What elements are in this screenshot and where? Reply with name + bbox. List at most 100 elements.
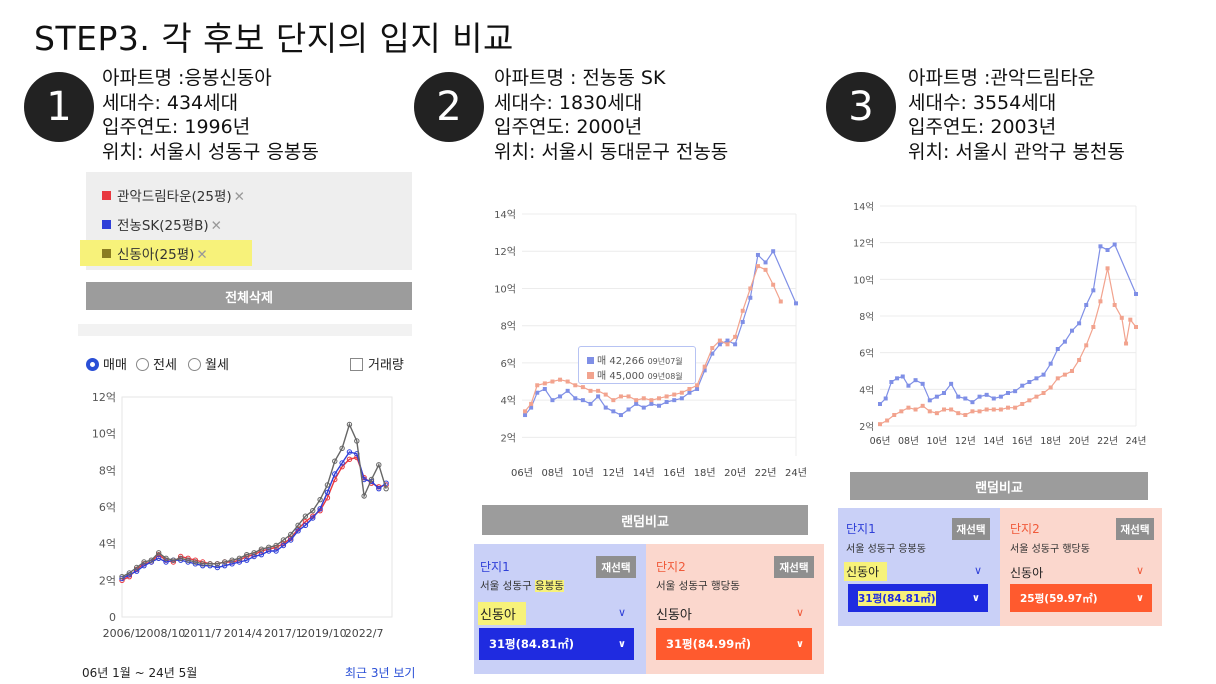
data-point	[794, 301, 798, 306]
close-icon[interactable]: ✕	[210, 218, 222, 234]
radio-label: 전세	[153, 358, 177, 373]
checkbox-volume[interactable]: 거래량	[350, 354, 404, 373]
data-point	[1119, 315, 1124, 320]
complex1-size-select[interactable]: 31평(84.81㎡) ∨	[848, 584, 988, 612]
data-point	[339, 460, 345, 466]
data-point	[346, 449, 353, 455]
complex1-name[interactable]: 신동아	[844, 562, 888, 581]
data-point	[1055, 347, 1060, 351]
data-point	[280, 537, 287, 543]
y-tick-label: 4억	[500, 395, 516, 407]
close-icon[interactable]: ✕	[233, 189, 245, 205]
x-tick-label: 2014/4	[224, 627, 263, 640]
slide-title: STEP3. 각 후보 단지의 입지 비교	[34, 19, 514, 58]
chevron-down-icon[interactable]: ∨	[974, 564, 983, 577]
data-point	[984, 407, 989, 412]
x-tick-label: 10년	[572, 467, 594, 479]
step-number-2: 2	[414, 72, 484, 142]
y-tick-label: 10억	[494, 283, 516, 295]
radio-sale[interactable]: 매매	[86, 354, 127, 373]
data-point	[229, 561, 235, 567]
data-point	[895, 376, 900, 381]
complex2-size-select[interactable]: 25평(59.97㎡) ∨	[1010, 584, 1152, 612]
chevron-down-icon[interactable]: ∨	[618, 606, 627, 619]
reselect-button[interactable]: 재선택	[952, 518, 990, 540]
data-point	[332, 458, 338, 464]
complex1-card: 단지1 재선택 서울 성동구 응봉동 신동아 ∨ 31평(84.81㎡) ∨	[474, 544, 646, 674]
data-point	[383, 485, 389, 492]
complex-households: 세대수: 1830세대	[494, 91, 643, 114]
chevron-down-icon: ∨	[617, 638, 626, 650]
random-compare-button[interactable]: 랜덤비교	[482, 505, 808, 535]
chevron-down-icon[interactable]: ∨	[1136, 564, 1145, 577]
data-point	[163, 559, 169, 565]
data-point	[258, 546, 265, 552]
data-point	[1062, 339, 1067, 344]
complex2-size-select[interactable]: 31평(84.99㎡) ∨	[656, 628, 812, 660]
radio-monthly[interactable]: 월세	[188, 354, 229, 373]
data-point	[1112, 242, 1117, 247]
data-point	[934, 394, 939, 399]
tooltip-value: 매 45,000	[597, 371, 645, 382]
random-compare-button[interactable]: 랜덤비교	[850, 472, 1148, 500]
series-line	[879, 243, 1137, 405]
data-point	[710, 346, 715, 351]
x-tick-label: 24년	[1126, 436, 1146, 447]
data-point	[529, 401, 534, 406]
reselect-button[interactable]: 재선택	[774, 556, 814, 578]
data-point	[603, 405, 608, 410]
delete-all-button[interactable]: 전체삭제	[86, 282, 412, 310]
x-tick-label: 20년	[1069, 436, 1090, 447]
radio-unchecked-icon	[136, 358, 149, 371]
size-value: 31평(84.81㎡)	[489, 637, 574, 651]
recent-3-years-link[interactable]: 최근 3년 보기	[345, 666, 416, 680]
data-point	[207, 561, 213, 567]
y-tick-label: 8억	[500, 321, 516, 333]
y-tick-label: 6억	[859, 348, 874, 360]
complex-year: 입주연도: 2000년	[494, 116, 643, 138]
complex2-name[interactable]: 신동아	[1010, 566, 1044, 580]
price-chart-3: 2억 4억 6억 8억 10억 12억 14억 06년 08년 10년 12년 14년 16년 18년 20…	[853, 201, 1146, 447]
chevron-down-icon[interactable]: ∨	[796, 606, 805, 619]
close-icon[interactable]: ✕	[196, 247, 208, 263]
price-chart-2: 2억 4억 6억 8억 10억 12억 14억 06년 08년 10년 12년 14년 16년 18년 20…	[494, 209, 807, 479]
data-point	[317, 496, 323, 503]
data-point	[266, 548, 272, 554]
y-tick-label: 6억	[500, 358, 516, 370]
data-point	[991, 407, 996, 412]
data-point	[618, 413, 623, 418]
complex2-name[interactable]: 신동아	[656, 608, 692, 623]
data-point	[702, 368, 707, 373]
reselect-button[interactable]: 재선택	[596, 556, 636, 578]
complex1-size-select[interactable]: 31평(84.81㎡) ∨	[479, 628, 634, 660]
data-point	[611, 398, 616, 403]
x-tick-label: 2019/10	[301, 627, 347, 640]
data-point	[565, 379, 570, 384]
data-point	[771, 249, 776, 254]
data-point	[1041, 372, 1046, 377]
data-point	[580, 398, 585, 403]
data-point	[927, 398, 932, 403]
complex2-label: 단지2	[1010, 522, 1040, 536]
data-point	[280, 542, 287, 549]
data-point	[1077, 321, 1082, 326]
data-point	[679, 390, 684, 395]
reselect-button[interactable]: 재선택	[1116, 518, 1154, 540]
data-point	[1112, 303, 1117, 307]
data-point	[558, 394, 563, 399]
radio-label: 월세	[205, 358, 229, 373]
data-point	[1006, 405, 1010, 410]
chart-tooltip: 매 42,266 09년07월 매 45,000 09년08월	[578, 346, 696, 384]
data-point	[1084, 343, 1089, 348]
data-point	[695, 383, 700, 388]
data-point	[346, 456, 353, 463]
data-point	[222, 559, 228, 565]
x-tick-label: 14년	[983, 436, 1004, 447]
x-tick-label: 16년	[663, 467, 685, 479]
y-tick-label: 2억	[859, 421, 874, 433]
complex1-name[interactable]: 신동아	[478, 602, 526, 625]
series-line	[879, 268, 1137, 425]
data-point	[1070, 369, 1074, 373]
radio-jeonse[interactable]: 전세	[136, 354, 177, 373]
series-line	[524, 249, 797, 416]
